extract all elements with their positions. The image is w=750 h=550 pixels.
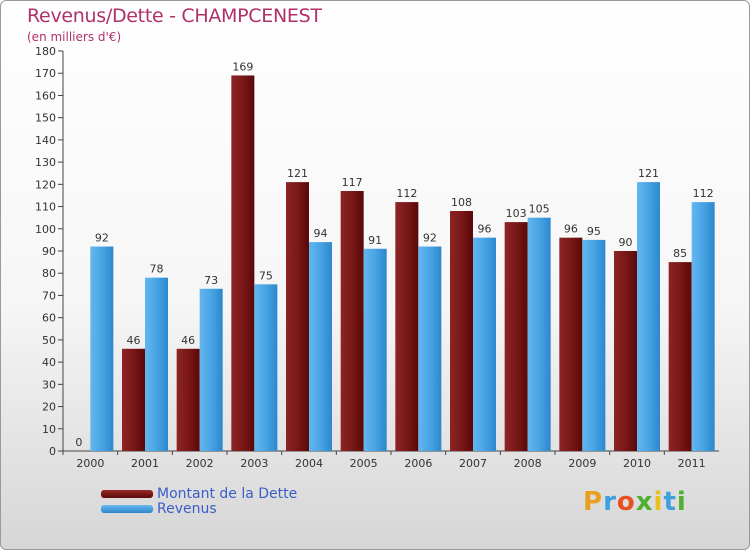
bar-revenus [90,246,114,451]
y-tick-label: 100 [35,223,56,236]
bar-revenus [691,202,715,451]
data-label-revenus: 96 [478,223,492,236]
logo-letter: i [676,487,687,517]
legend-swatch-dette [101,490,153,498]
y-tick-label: 40 [42,356,56,369]
data-label-revenus: 94 [314,227,328,240]
x-tick-label: 2010 [623,457,651,470]
proxiti-logo: Proxiti [583,487,687,517]
bar-dette [176,348,200,451]
data-label-dette: 112 [396,187,417,200]
bar-revenus [309,242,332,451]
data-label-dette: 117 [342,176,363,189]
data-label-dette: 103 [506,207,527,220]
x-tick-label: 2002 [186,457,214,470]
chart-title: Revenus/Dette - CHAMPCENEST [27,5,322,27]
bar-dette [122,348,145,451]
data-label-revenus: 92 [423,232,437,245]
y-tick-label: 20 [42,401,56,414]
x-tick-label: 2005 [350,457,378,470]
data-label-dette: 46 [127,334,141,347]
y-tick-label: 140 [35,134,56,147]
legend-label-dette: Montant de la Dette [157,486,298,502]
data-label-revenus: 95 [587,225,601,238]
data-label-dette: 108 [451,196,472,209]
bar-dette [614,251,637,451]
bar-dette [504,222,528,451]
bar-dette [395,202,419,451]
bar-revenus [363,248,387,451]
y-tick-label: 90 [42,245,56,258]
bar-dette [668,262,692,451]
x-tick-label: 2008 [514,457,542,470]
y-tick-label: 80 [42,267,56,280]
bar-dette [340,191,364,451]
y-tick-label: 30 [42,378,56,391]
y-tick-label: 50 [42,334,56,347]
logo-letter: P [583,487,604,517]
data-label-revenus: 112 [693,187,714,200]
x-tick-label: 2011 [678,457,706,470]
data-label-revenus: 92 [95,232,109,245]
x-tick-label: 2004 [295,457,323,470]
bar-revenus [582,239,606,451]
x-tick-label: 2001 [131,457,159,470]
legend-label-revenus: Revenus [157,501,217,517]
bar-revenus [473,237,496,451]
data-label-dette: 121 [287,167,308,180]
data-label-revenus: 73 [204,274,218,287]
y-tick-label: 10 [42,423,56,436]
data-label-dette: 0 [75,436,82,449]
bar-dette [231,75,255,451]
y-tick-label: 160 [35,89,56,102]
y-tick-label: 110 [35,201,56,214]
data-label-dette: 90 [619,236,633,249]
bar-revenus [254,284,278,451]
logo-letter: i [653,487,664,517]
data-label-dette: 169 [232,60,253,73]
bar-revenus [199,288,223,451]
x-tick-label: 2000 [76,457,104,470]
x-tick-label: 2003 [240,457,268,470]
logo-letter: r [603,487,617,517]
bar-revenus [418,246,442,451]
x-tick-label: 2006 [404,457,432,470]
bar-revenus [145,277,168,451]
y-tick-label: 0 [49,445,56,458]
x-tick-label: 2009 [568,457,596,470]
data-label-revenus: 75 [259,269,273,282]
logo-letter: t [663,487,677,517]
data-label-dette: 85 [673,247,687,260]
y-tick-label: 70 [42,289,56,302]
logo-letter: x [635,487,654,517]
x-tick-label: 2007 [459,457,487,470]
data-label-revenus: 91 [368,234,382,247]
bar-revenus [527,217,551,451]
data-label-revenus: 78 [150,263,164,276]
logo-letter: o [616,487,636,517]
legend-swatch-revenus [101,505,153,513]
data-label-revenus: 105 [529,203,550,216]
bar-dette [286,182,309,451]
y-tick-label: 180 [35,45,56,58]
y-tick-label: 130 [35,156,56,169]
bar-revenus [637,182,660,451]
bar-dette [450,211,473,451]
data-label-revenus: 121 [638,167,659,180]
chart-subtitle: (en milliers d'€) [27,30,122,44]
y-tick-label: 60 [42,312,56,325]
data-label-dette: 96 [564,223,578,236]
y-tick-label: 120 [35,178,56,191]
y-tick-label: 150 [35,112,56,125]
data-label-dette: 46 [181,334,195,347]
y-tick-label: 170 [35,67,56,80]
bar-dette [559,237,583,451]
